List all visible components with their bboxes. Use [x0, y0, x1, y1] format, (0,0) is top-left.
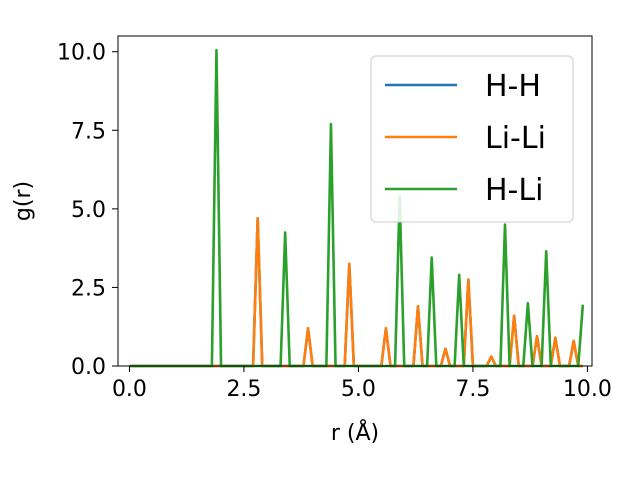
x-axis-label: r (Å)	[331, 419, 379, 446]
y-tick-label: 2.5	[71, 276, 106, 301]
legend-box	[370, 55, 574, 223]
y-tick-label: 0.0	[71, 355, 106, 380]
series-line-li-li	[129, 216, 583, 368]
x-tick-label: 5.0	[341, 377, 376, 402]
legend-label-h-li: H-Li	[485, 173, 543, 208]
legend-label-li-li: Li-Li	[485, 121, 546, 156]
x-tick-label: 10.0	[563, 377, 612, 402]
plot-frame	[117, 35, 593, 367]
x-axis: 0.0 2.5 5.0 7.5 10.0	[112, 366, 612, 402]
x-tick-label: 7.5	[455, 377, 490, 402]
legend: H-H Li-Li H-Li	[370, 55, 574, 223]
y-tick-label: 5.0	[71, 198, 106, 223]
y-axis-label: g(r)	[11, 181, 36, 221]
y-tick-label: 7.5	[71, 119, 106, 144]
series-line-h-h	[129, 216, 583, 368]
x-tick-label: 2.5	[226, 377, 261, 402]
x-tick-label: 0.0	[112, 377, 147, 402]
y-axis: 0.0 2.5 5.0 7.5 10.0	[57, 41, 118, 380]
y-tick-label: 10.0	[57, 41, 106, 66]
legend-label-h-h: H-H	[485, 69, 541, 104]
